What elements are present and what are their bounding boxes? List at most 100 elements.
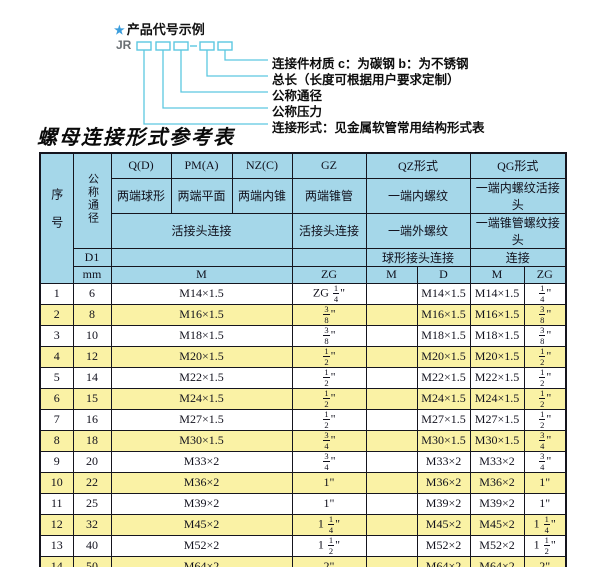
cell-qz-d: M22×1.5 [416, 366, 471, 389]
code-box-1 [136, 41, 152, 51]
header-gz-sub: 两端锥管 [291, 177, 367, 214]
cell-qz-d: M18×1.5 [416, 324, 471, 347]
cell-m: M16×1.5 [110, 303, 293, 326]
header-union-connect: 活接头连接 [110, 212, 293, 249]
cell-seq: 4 [39, 345, 74, 368]
cell-qz-d: M14×1.5 [416, 282, 471, 305]
code-box-5 [217, 41, 233, 51]
cell-seq: 8 [39, 429, 74, 452]
header-empty-gz [291, 247, 367, 267]
cell-seq: 6 [39, 387, 74, 410]
cell-m: M14×1.5 [110, 282, 293, 305]
cell-qz-m [365, 387, 418, 410]
header-d-qz: D [416, 265, 471, 284]
cell-qg-m: M14×1.5 [469, 282, 525, 305]
cell-mm: 22 [72, 471, 112, 494]
cell-seq: 2 [39, 303, 74, 326]
table-row: 6 15 M24×1.5 1 2 " M24×1.5 M24×1.5 1 2 " [39, 387, 567, 410]
cell-gz-zg: 3 8 " [291, 324, 367, 347]
cell-qg-m: M24×1.5 [469, 387, 525, 410]
cell-qz-d: M30×1.5 [416, 429, 471, 452]
product-code-diagram [136, 41, 268, 125]
cell-qg-zg: 1 2 " [523, 366, 567, 389]
cell-qg-m: M33×2 [469, 450, 525, 473]
label-nominal-diameter: 公称通径 [272, 89, 323, 103]
cell-qz-m [365, 282, 418, 305]
cell-m: M64×2 [110, 555, 293, 567]
header-m-qz: M [365, 265, 418, 284]
cell-qz-m [365, 555, 418, 567]
header-mm: mm [72, 265, 112, 284]
code-box-4 [199, 41, 215, 51]
cell-mm: 20 [72, 450, 112, 473]
cell-qg-m: M45×2 [469, 513, 525, 536]
table-row: 1 6 M14×1.5 ZG 1 4 " M14×1.5 M14×1.5 1 4 " [39, 282, 567, 305]
cell-m: M22×1.5 [110, 366, 293, 389]
header-d1: D1 [72, 247, 112, 267]
code-box-3 [173, 41, 189, 51]
header-m-qg: M [469, 265, 525, 284]
connector-line-3 [180, 50, 268, 93]
cell-m: M27×1.5 [110, 408, 293, 431]
label-total-length: 总长（长度可根据用户要求定制） [272, 73, 460, 87]
header-empty-left [110, 247, 293, 267]
cell-m: M18×1.5 [110, 324, 293, 347]
code-box-2 [155, 41, 171, 51]
header-nominal-diameter: 公称通径 [72, 152, 112, 249]
header-col-q: Q(D) [110, 152, 172, 179]
table-row: 9 20 M33×2 3 4 " M33×2 M33×2 3 4 " [39, 450, 567, 473]
header-col-gz: GZ [291, 152, 367, 179]
table-row: 3 10 M18×1.5 3 8 " M18×1.5 M18×1.5 3 8 " [39, 324, 567, 347]
header-qg-sub3: 连接 [469, 247, 567, 267]
cell-qz-d: M64×2 [416, 555, 471, 567]
cell-mm: 6 [72, 282, 112, 305]
cell-qg-m: M27×1.5 [469, 408, 525, 431]
connector-line-4 [206, 50, 268, 77]
product-code-example-title: ★ 产品代号示例 [114, 19, 205, 38]
cell-m: M33×2 [110, 450, 293, 473]
cell-gz-zg: 2" [291, 555, 367, 567]
table-row: 8 18 M30×1.5 3 4 " M30×1.5 M30×1.5 3 4 " [39, 429, 567, 452]
table-row: 10 22 M36×2 1" M36×2 M36×2 1" [39, 471, 567, 494]
cell-gz-zg: 1 2 " [291, 366, 367, 389]
cell-seq: 5 [39, 366, 74, 389]
cell-qz-m [365, 408, 418, 431]
table-row: 2 8 M16×1.5 3 8 " M16×1.5 M16×1.5 3 8 " [39, 303, 567, 326]
header-col-qg: QG形式 [469, 152, 567, 179]
cell-seq: 7 [39, 408, 74, 431]
cell-qg-zg: 3 4 " [523, 450, 567, 473]
header-qz-sub1: 一端内螺纹 [365, 177, 471, 214]
cell-qg-m: M36×2 [469, 471, 525, 494]
cell-qg-zg: 2" [523, 555, 567, 567]
cell-mm: 8 [72, 303, 112, 326]
cell-qz-m [365, 450, 418, 473]
label-connection-form: 连接形式：见金属软管常用结构形式表 [272, 121, 485, 135]
cell-qz-m [365, 303, 418, 326]
cell-mm: 15 [72, 387, 112, 410]
table-row: 4 12 M20×1.5 1 2 " M20×1.5 M20×1.5 1 2 " [39, 345, 567, 368]
label-nominal-pressure: 公称压力 [272, 105, 323, 119]
cell-qz-d: M16×1.5 [416, 303, 471, 326]
cell-qg-m: M52×2 [469, 534, 525, 557]
cell-seq: 11 [39, 492, 74, 515]
cell-qg-m: M39×2 [469, 492, 525, 515]
cell-qz-m [365, 513, 418, 536]
cell-mm: 18 [72, 429, 112, 452]
cell-m: M52×2 [110, 534, 293, 557]
cell-qg-zg: 1 2 " [523, 408, 567, 431]
cell-mm: 32 [72, 513, 112, 536]
cell-qg-zg: 3 8 " [523, 303, 567, 326]
header-qz-sub2: 一端外螺纹 [365, 212, 471, 249]
cell-qg-zg: 1 2 " [523, 345, 567, 368]
cell-mm: 25 [72, 492, 112, 515]
cell-seq: 1 [39, 282, 74, 305]
cell-qg-zg: 1 1 4 " [523, 513, 567, 536]
table-row: 5 14 M22×1.5 1 2 " M22×1.5 M22×1.5 1 2 " [39, 366, 567, 389]
cell-qg-m: M18×1.5 [469, 324, 525, 347]
product-code-example-text: 产品代号示例 [126, 22, 205, 37]
table-title: 螺母连接形式参考表 [37, 125, 235, 149]
cell-m: M20×1.5 [110, 345, 293, 368]
header-seq: 序号 [39, 152, 74, 284]
cell-qz-d: M20×1.5 [416, 345, 471, 368]
